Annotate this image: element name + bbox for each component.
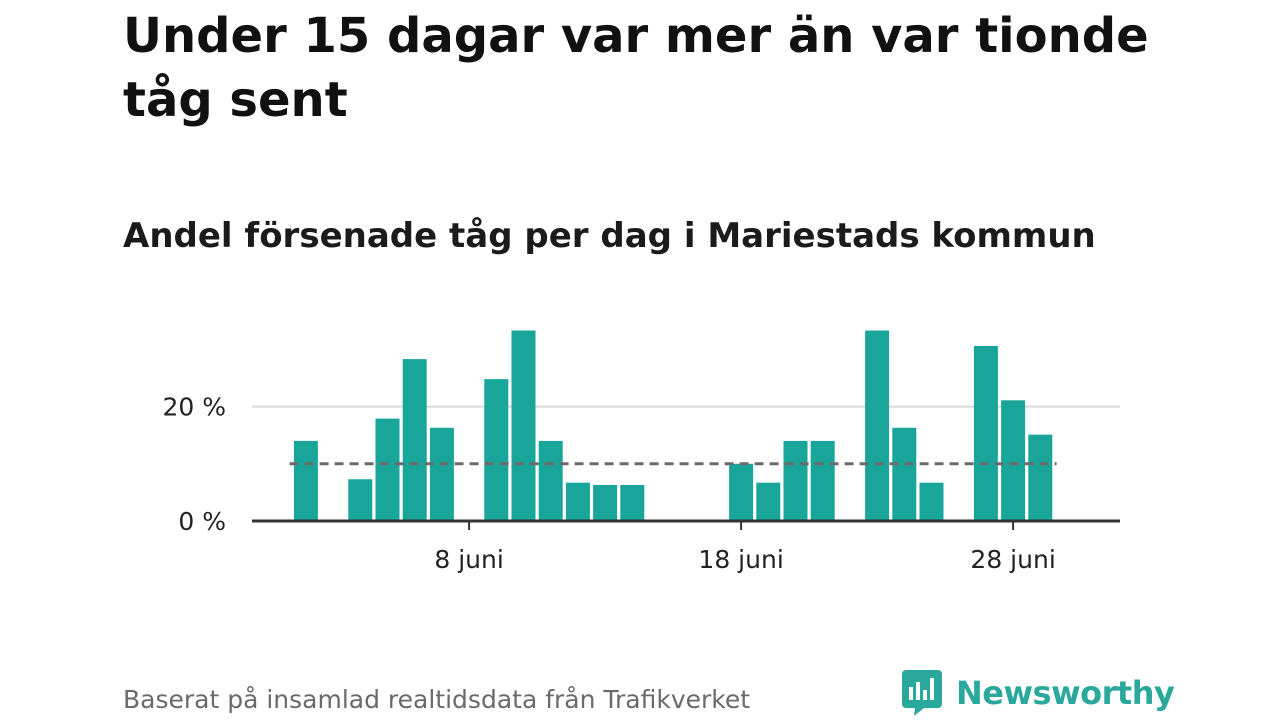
bars	[293, 330, 1053, 521]
newsworthy-logo-icon	[902, 670, 942, 716]
y-tick-label: 0 %	[178, 507, 226, 536]
bar	[429, 427, 454, 521]
x-tick-label: 18 juni	[698, 545, 783, 574]
bar	[1028, 434, 1053, 521]
bar	[620, 484, 645, 521]
bar	[375, 418, 400, 521]
bar	[783, 440, 808, 521]
x-tick-label: 28 juni	[970, 545, 1055, 574]
bar	[402, 359, 427, 521]
bar	[756, 482, 781, 521]
bar	[348, 479, 373, 521]
bar	[593, 484, 618, 521]
chart-title: Under 15 dagar var mer än var tionde tåg…	[123, 8, 1149, 128]
bar	[865, 330, 890, 521]
axes: 0 % 20 % 8 juni 18 juni 28 juni	[162, 393, 1120, 574]
brand-logo: Newsworthy	[902, 670, 1175, 716]
source-note: Baserat på insamlad realtidsdata från Tr…	[123, 685, 751, 714]
bar	[293, 440, 318, 521]
chart-subtitle: Andel försenade tåg per dag i Mariestads…	[123, 216, 1096, 256]
bar	[919, 482, 944, 521]
bar	[810, 440, 835, 521]
bar	[892, 427, 917, 521]
bar	[1001, 400, 1026, 521]
bar	[511, 330, 536, 521]
y-tick-label: 20 %	[162, 393, 226, 422]
bar	[538, 440, 563, 521]
bar	[729, 463, 754, 521]
bar	[973, 345, 998, 521]
bar	[565, 482, 590, 521]
bar-chart: 0 % 20 % 8 juni 18 juni 28 juni	[162, 330, 1120, 574]
brand-name: Newsworthy	[956, 674, 1175, 712]
bar	[484, 379, 509, 521]
x-tick-label: 8 juni	[434, 545, 503, 574]
